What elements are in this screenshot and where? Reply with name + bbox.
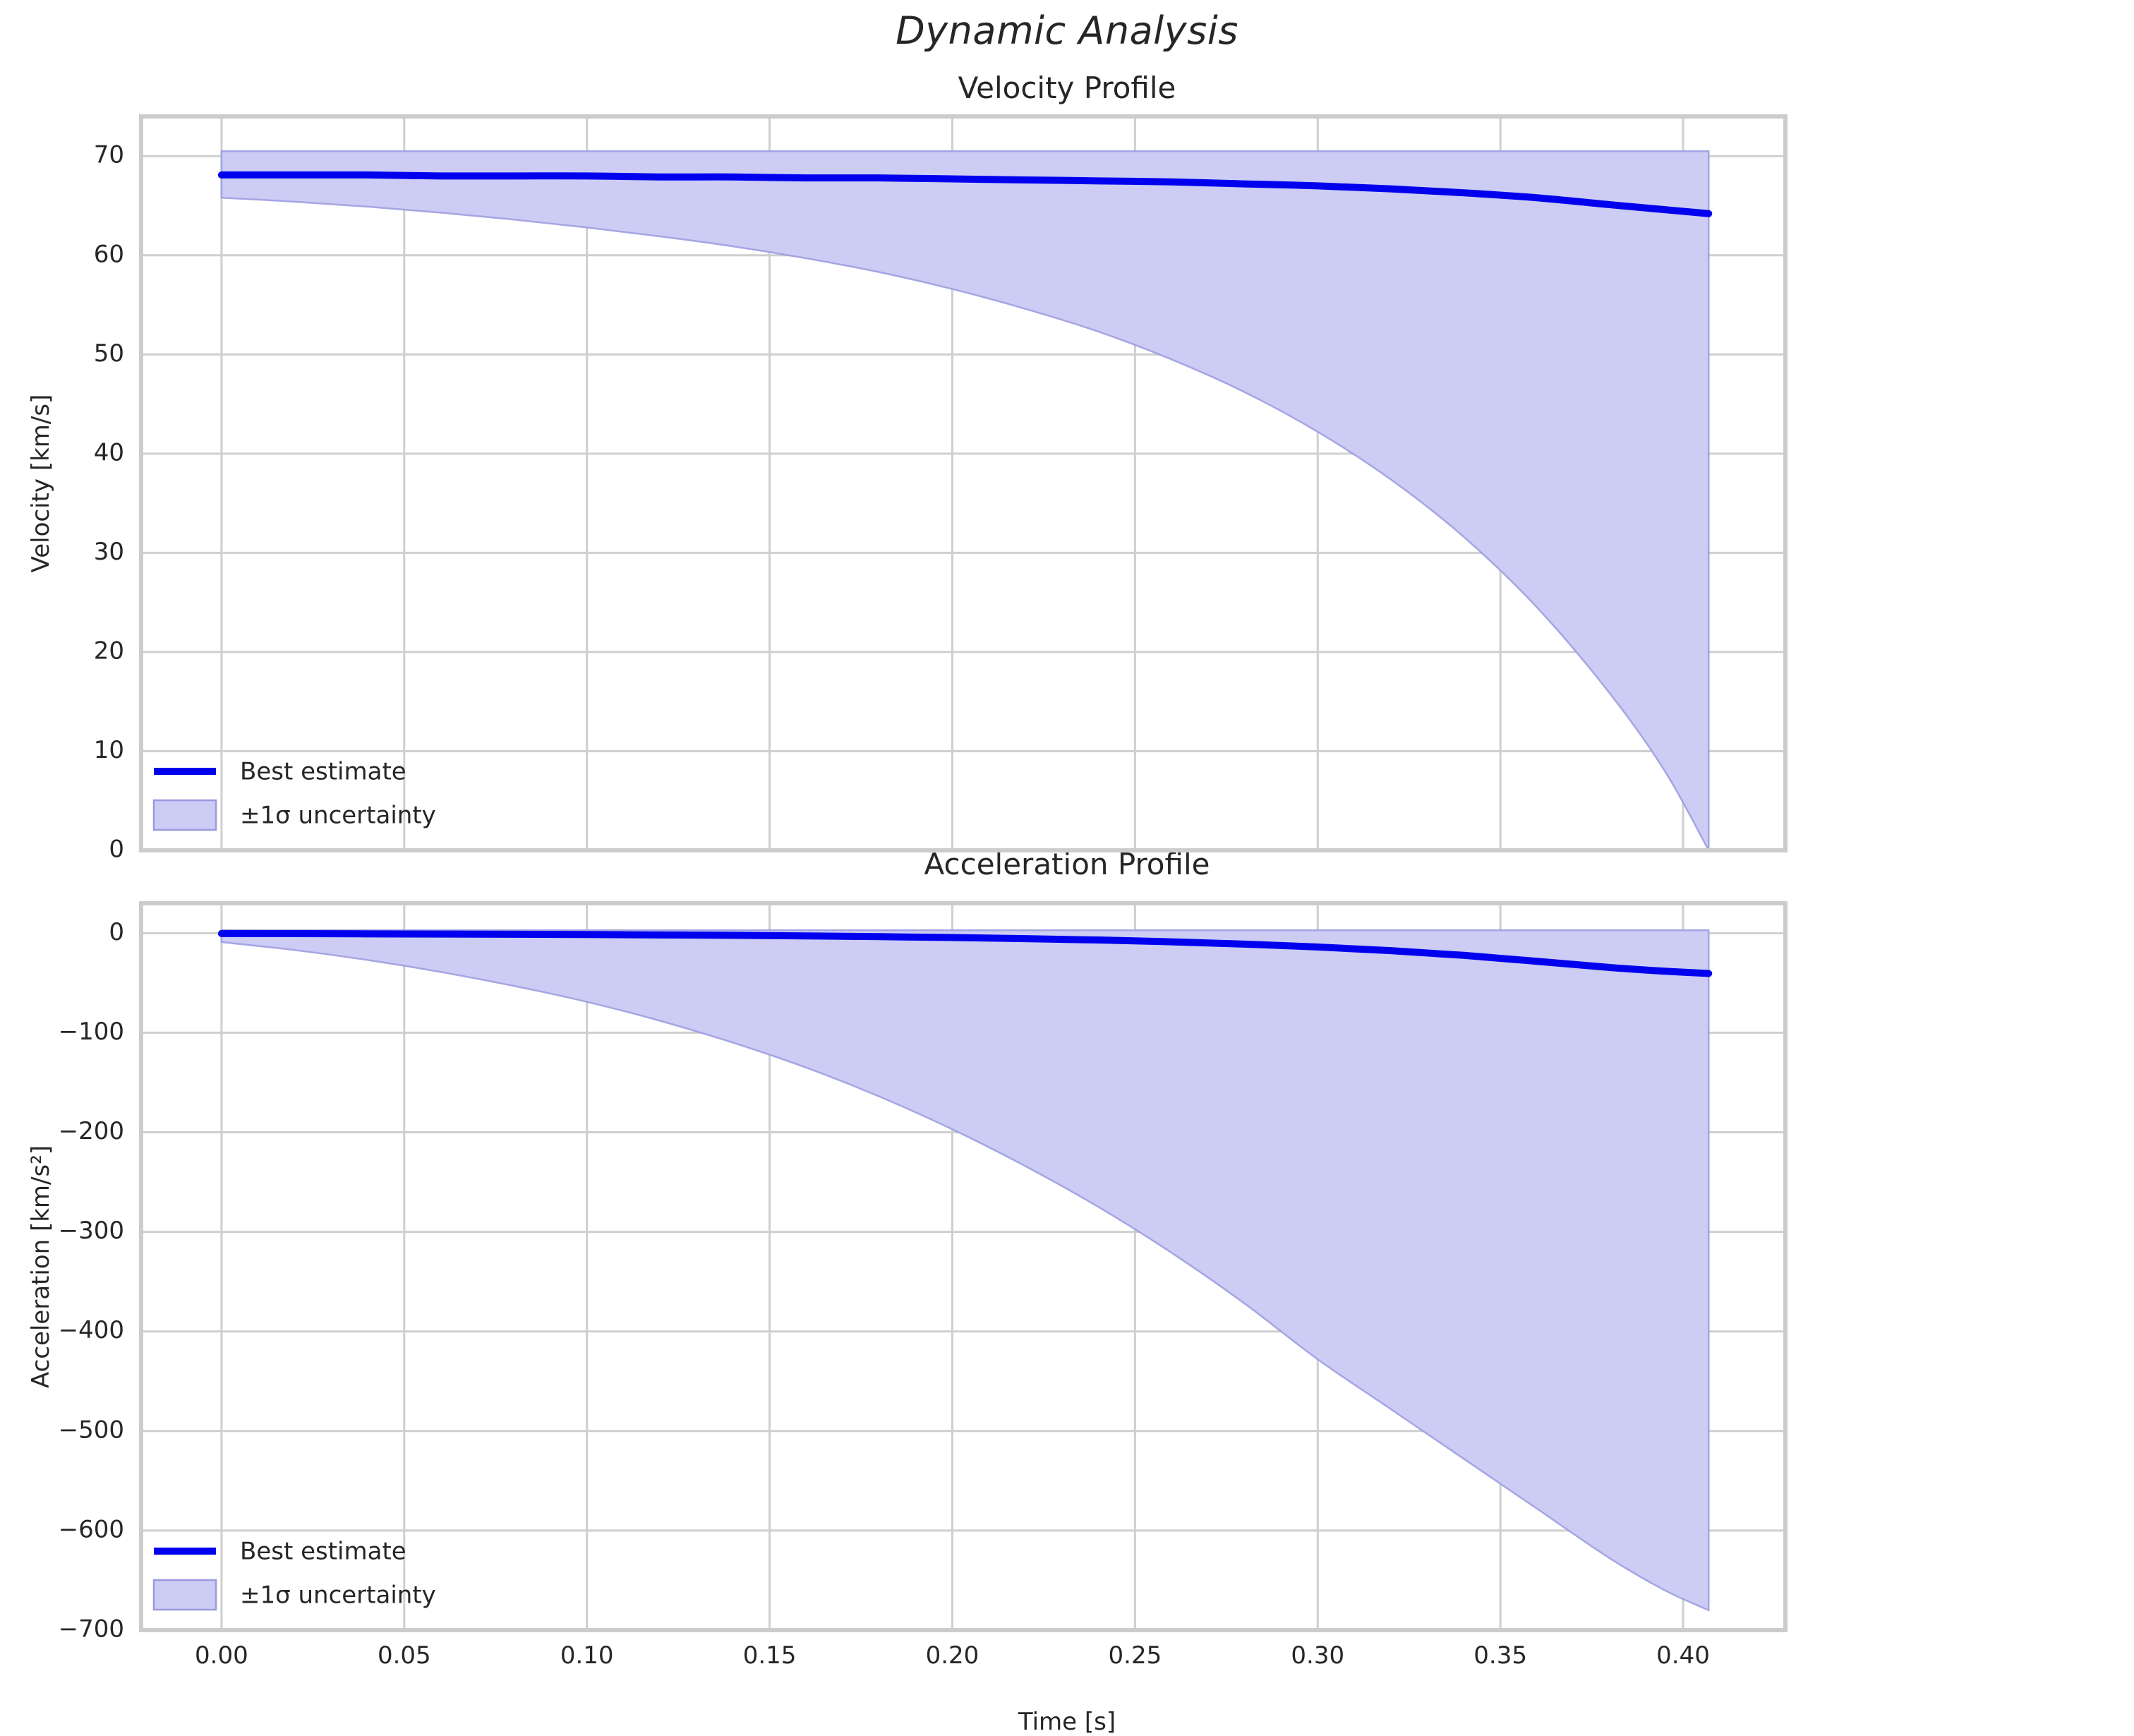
x-tick-label: 0.15 bbox=[743, 1641, 797, 1670]
axes-frame bbox=[139, 901, 1788, 1632]
legend-label: ±1σ uncertainty bbox=[240, 802, 436, 830]
y-tick-label: −200 bbox=[59, 1117, 124, 1145]
legend: Best estimate ±1σ uncertainty bbox=[152, 1538, 436, 1611]
y-tick-label: 40 bbox=[94, 438, 124, 466]
legend: Best estimate ±1σ uncertainty bbox=[152, 758, 436, 831]
x-tick-label: 0.05 bbox=[378, 1641, 431, 1670]
y-tick-label: −700 bbox=[59, 1615, 124, 1644]
best-estimate-line bbox=[217, 171, 1713, 217]
y-tick-label: 60 bbox=[94, 240, 124, 268]
legend-label: Best estimate bbox=[240, 758, 406, 786]
y-tick-label: −100 bbox=[59, 1018, 124, 1046]
x-tick-label: 0.30 bbox=[1291, 1641, 1344, 1670]
legend-label: Best estimate bbox=[240, 1538, 406, 1566]
legend-label: ±1σ uncertainty bbox=[240, 1581, 436, 1610]
x-tick-label: 0.40 bbox=[1656, 1641, 1710, 1670]
y-tick-label: 30 bbox=[94, 538, 124, 566]
y-tick-label: 50 bbox=[94, 339, 124, 368]
y-tick-label: −600 bbox=[59, 1515, 124, 1543]
y-tick-label: 0 bbox=[109, 918, 124, 946]
velocity-profile-plot: 0 10 20 30 40 50 60 70 Best estimate ±1σ uncertai… bbox=[94, 114, 1788, 864]
y-tick-label: −500 bbox=[59, 1416, 124, 1444]
y-tick-label: 70 bbox=[94, 141, 124, 169]
legend-patch-swatch bbox=[152, 1579, 217, 1611]
uncertainty-band bbox=[220, 929, 1710, 1612]
y-tick-label: 10 bbox=[94, 736, 124, 764]
y-tick-label: 0 bbox=[109, 836, 124, 864]
velocity-plot-title: Velocity Profile bbox=[958, 71, 1176, 105]
acceleration-profile-plot: 0 −100 −200 −300 −400 −500 −600 −700 0.00 0.05 0.1… bbox=[59, 901, 1788, 1670]
axes-frame bbox=[139, 114, 1788, 852]
figure-suptitle: Dynamic Analysis bbox=[896, 8, 1238, 53]
uncertainty-band bbox=[220, 150, 1710, 850]
best-estimate-line bbox=[217, 929, 1713, 977]
x-tick-label: 0.35 bbox=[1473, 1641, 1527, 1670]
y-tick-label: −300 bbox=[59, 1217, 124, 1245]
x-tick-label: 0.25 bbox=[1109, 1641, 1162, 1670]
acceleration-plot-title: Acceleration Profile bbox=[924, 847, 1210, 881]
x-tick-label: 0.20 bbox=[926, 1641, 979, 1670]
legend-patch-swatch bbox=[152, 799, 217, 831]
y-tick-label: −400 bbox=[59, 1316, 124, 1344]
y-tick-label: 20 bbox=[94, 637, 124, 665]
x-tick-label: 0.10 bbox=[560, 1641, 614, 1670]
x-tick-label: 0.00 bbox=[195, 1641, 248, 1670]
